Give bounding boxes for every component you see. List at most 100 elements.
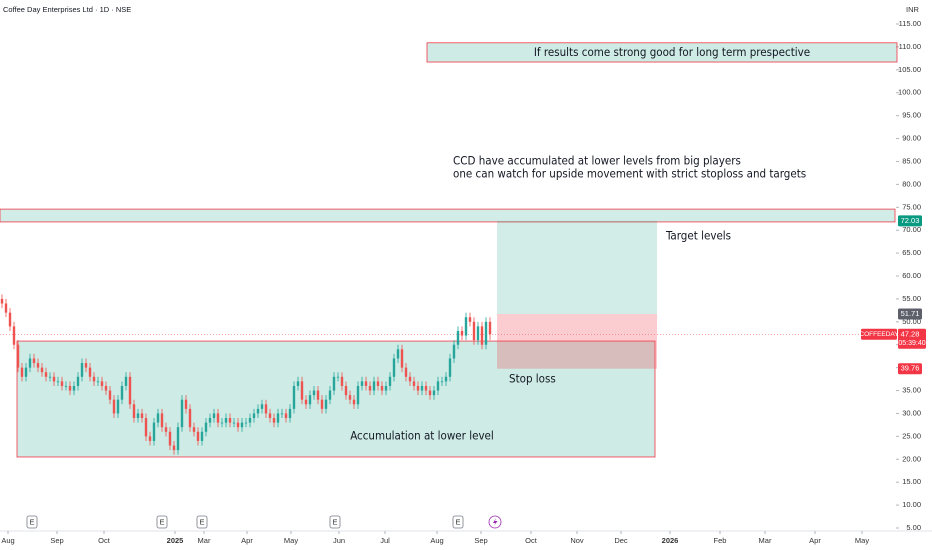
candle-body: [164, 427, 168, 432]
y-tick-label: 75.00: [902, 202, 921, 211]
candle-body: [136, 413, 140, 419]
candle-body: [84, 363, 88, 368]
candle-body: [476, 326, 480, 341]
candle-body: [192, 427, 196, 432]
candle-body: [32, 358, 36, 364]
candle-body: [396, 349, 400, 359]
candle-body: [12, 326, 16, 345]
candle-body: [144, 418, 148, 437]
candle-body: [428, 390, 432, 396]
dividend-icon-bolt: [493, 518, 498, 526]
candle-body: [24, 367, 28, 377]
candle-body: [64, 385, 68, 387]
candle-body: [256, 408, 260, 414]
candle-body: [404, 367, 408, 377]
candle-body: [324, 399, 328, 409]
candle-body: [356, 385, 360, 405]
candle-body: [400, 349, 404, 368]
candle-body: [92, 376, 96, 382]
candle-body: [104, 385, 108, 391]
target-text: Target levels: [665, 229, 731, 243]
candle-body: [16, 344, 20, 368]
candle-body: [328, 390, 332, 400]
y-tick-label: 90.00: [902, 134, 921, 143]
x-tick-label: Aug: [430, 536, 443, 545]
candle-body: [72, 385, 76, 391]
candle-body: [0, 298, 4, 304]
candle-body: [484, 321, 488, 345]
note-line: one can watch for upside movement with s…: [453, 167, 806, 181]
x-tick-label: Jul: [380, 536, 390, 545]
candle-body: [152, 422, 156, 441]
event-label: E: [332, 517, 337, 526]
y-tick-label: 50.00: [902, 317, 921, 326]
y-tick-label: 60.00: [902, 271, 921, 280]
candle-body: [292, 385, 296, 409]
candle-body: [288, 408, 292, 419]
stop-tag-bg: [898, 363, 922, 375]
y-tick-label: 5.00: [906, 523, 921, 532]
x-tick-label: Sep: [474, 536, 487, 545]
candle-body: [28, 358, 32, 368]
candle-body: [468, 317, 472, 322]
x-tick-label: 2026: [662, 536, 679, 545]
candle-body: [156, 413, 160, 423]
candle-body: [248, 418, 252, 423]
candle-body: [332, 376, 336, 391]
candle-body: [280, 413, 284, 415]
x-tick-label: Jun: [333, 536, 345, 545]
y-tick-label: 55.00: [902, 294, 921, 303]
stop-text: Stop loss: [509, 372, 556, 386]
last-price-tag: 47.28: [901, 329, 920, 338]
candle-body: [4, 303, 8, 313]
candle-body: [240, 422, 244, 428]
event-label: E: [29, 517, 34, 526]
candle-body: [348, 395, 352, 400]
candle-body: [436, 381, 440, 391]
candle-body: [480, 326, 484, 345]
event-marker: [452, 515, 464, 529]
y-tick-label: 10.00: [902, 500, 921, 509]
x-tick-label: Mar: [198, 536, 211, 545]
candle-body: [284, 413, 288, 419]
candle-body: [60, 381, 64, 386]
stop-zone: [497, 313, 657, 369]
candle-body: [76, 376, 80, 386]
candle-body: [68, 385, 72, 391]
candle-body: [228, 418, 232, 423]
candle-body: [88, 367, 92, 377]
event-marker: [329, 515, 341, 529]
candle-body: [344, 385, 348, 396]
candle-body: [120, 385, 124, 400]
candle-body: [56, 381, 60, 383]
x-tick-label: 2025: [167, 536, 184, 545]
y-tick-label: 15.00: [902, 477, 921, 486]
candle-body: [416, 385, 420, 391]
candle-body: [212, 413, 216, 419]
x-tick-label: Dec: [614, 536, 628, 545]
chart-title: Coffee Day Enterprises Ltd · 1D · NSE: [3, 5, 131, 14]
candle-body: [48, 376, 52, 378]
x-tick-label: May: [284, 536, 298, 545]
entry-tag-bg: [898, 308, 922, 320]
target-tag-bg: [898, 215, 922, 227]
candle-body: [132, 404, 136, 419]
candle-body: [300, 381, 304, 400]
x-tick-label: Sep: [50, 536, 63, 545]
results-text: If results come strong good for long ter…: [534, 45, 810, 59]
candle-body: [44, 372, 48, 377]
candle-body: [200, 431, 204, 441]
candle-body: [40, 367, 44, 373]
candle-body: [172, 445, 176, 451]
y-tick-label: 100.00: [898, 88, 921, 97]
candle-body: [180, 399, 184, 428]
candle-body: [8, 312, 12, 327]
candle-body: [128, 376, 132, 405]
candle-body: [444, 376, 448, 382]
last-price-bg: [898, 328, 926, 349]
y-tick-label: 65.00: [902, 248, 921, 257]
candle-body: [352, 399, 356, 405]
candle-body: [100, 381, 104, 386]
candle-body: [260, 404, 264, 409]
